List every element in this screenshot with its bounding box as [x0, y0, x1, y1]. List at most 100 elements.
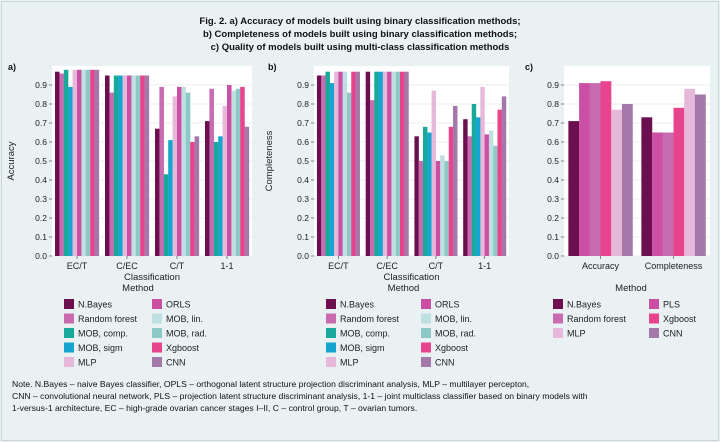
chart-2-legend-swatch [326, 299, 336, 309]
chart-3-bar [673, 107, 685, 256]
chart-1-legend-label: MOB, sigm [78, 343, 123, 353]
chart-2-xtick-label: C/T [429, 261, 444, 271]
chart-2-bar [325, 71, 330, 256]
chart-1-bar [213, 142, 219, 256]
chart-2-legend-label: MLP [340, 358, 359, 368]
chart-2-legend-label: N.Bayes [340, 300, 375, 310]
chart-1-bar [177, 86, 182, 257]
chart-1-ytick-label: 0.9 [35, 80, 47, 90]
chart-3-panel-label: c) [525, 62, 533, 72]
chart-1-ytick-label: 0.6 [35, 137, 47, 147]
chart-2-legend-label: MOB, rad. [435, 329, 476, 339]
chart-1-bar [77, 69, 82, 256]
chart-2-bar [355, 71, 360, 256]
chart-1-bar [205, 121, 210, 256]
chart-3-ytick-label: 0.4 [547, 175, 559, 185]
chart-1-legend-label: MLP [78, 358, 97, 368]
chart-2-bar [414, 136, 419, 256]
chart-2-bar [467, 136, 472, 256]
chart-2-legend-swatch [421, 357, 431, 367]
chart-1-bar [231, 90, 236, 256]
chart-3-legend-swatch [649, 313, 659, 324]
chart-1-xtick-label: 1-1 [220, 261, 233, 271]
chart-1-bar [222, 105, 228, 257]
chart-3-legend-label: Xgboost [663, 314, 697, 324]
figure-note: Note. N.Bayes – naive Bayes classifier, … [12, 378, 712, 414]
chart-2-ylabel: Completeness [264, 130, 275, 191]
chart-2-legend-title: Method [388, 283, 420, 294]
chart-1-ytick-label: 0.5 [35, 156, 47, 166]
chart-1-bar [244, 126, 250, 256]
chart-1-legend-label: Random forest [78, 314, 138, 324]
chart-3-legend-swatch [553, 328, 563, 338]
chart-1-bar [55, 71, 60, 256]
chart-2-bar [484, 134, 490, 256]
chart-1-legend-swatch [152, 328, 162, 338]
chart-1-bar [127, 75, 132, 256]
chart-3-bar [579, 83, 590, 256]
chart-1-legend-swatch [152, 342, 162, 353]
chart-1-ytick-label: 0.0 [35, 251, 47, 261]
chart-3-ytick-label: 0.3 [547, 194, 559, 204]
chart-2-bar [329, 83, 335, 256]
chart-1-legend-swatch [64, 299, 74, 309]
chart-3-ytick-label: 0.5 [547, 156, 559, 166]
chart-1-ytick-label: 0.7 [35, 118, 47, 128]
chart-1-bar [227, 85, 232, 256]
chart-1-legend-swatch [152, 313, 162, 324]
chart-2-xlabel: Classification [384, 272, 440, 283]
chart-1-bar [85, 69, 91, 256]
chart-3-legend-swatch [649, 328, 659, 338]
chart-2-bar [395, 71, 401, 256]
chart-2-bar [453, 105, 458, 257]
chart-3-legend-label: N.Bayes [567, 300, 602, 310]
chart-3-xtick-label: Completeness [645, 261, 703, 271]
chart-2-legend-swatch [421, 299, 431, 309]
chart-2-ytick-label: 0.3 [297, 194, 309, 204]
chart-1-bar [72, 69, 78, 256]
chart-1-ytick-label: 0.4 [35, 175, 47, 185]
fig-title-line-3: c) Quality of models built using multi-c… [211, 42, 510, 53]
chart-3-legend-swatch [553, 313, 563, 324]
chart-2-bar [423, 126, 428, 256]
chart-1-legend-label: MOB, comp. [78, 329, 128, 339]
chart-2-bar [431, 90, 437, 256]
note-line-3: 1-versus-1 architecture, EC – high-grade… [12, 403, 418, 413]
chart-2-legend-swatch [421, 313, 431, 324]
chart-2-bar [346, 92, 352, 256]
chart-2-bar [400, 71, 405, 256]
chart-2-bar [351, 71, 356, 256]
chart-2-legend-swatch [326, 357, 336, 367]
chart-1-legend-label: ORLS [166, 300, 191, 310]
chart-2-bar [369, 100, 375, 256]
chart-2-legend-label: MOB, sigm [340, 343, 385, 353]
chart-1-bar [168, 140, 173, 256]
chart-2-xtick-label: C/EC [376, 261, 398, 271]
chart-1-bar [113, 75, 119, 256]
chart-3-bar [652, 132, 663, 256]
chart-2-bar [501, 96, 507, 257]
chart-3-legend-swatch [553, 299, 563, 309]
chart-1-bar [172, 96, 178, 257]
chart-2-bar [365, 71, 371, 256]
note-line-2: CNN – convolutional neural network, PLS … [12, 391, 588, 401]
chart-2-legend-swatch [326, 328, 336, 338]
chart-2-panel-label: b) [268, 62, 277, 72]
chart-1-bar [81, 69, 86, 256]
chart-2-xtick-label: EC/T [328, 261, 349, 271]
chart-1-legend-swatch [64, 357, 74, 367]
chart-1-xlabel: Classification [124, 272, 180, 283]
chart-2-ytick-label: 0.4 [297, 175, 309, 185]
chart-2-legend-label: CNN [435, 358, 455, 368]
chart-1-ytick-label: 0.2 [35, 213, 47, 223]
chart-2-bar [316, 75, 322, 256]
chart-2-legend-label: ORLS [435, 300, 460, 310]
chart-1-bar [135, 75, 141, 256]
chart-1-bar [144, 75, 150, 256]
chart-2-bar [321, 75, 326, 256]
chart-1-legend-label: MOB, rad. [166, 329, 207, 339]
chart-2-bar [435, 161, 441, 256]
chart-1-bar [63, 69, 69, 256]
chart-2-bar [463, 119, 468, 256]
chart-2-legend-label: MOB, comp. [340, 329, 390, 339]
